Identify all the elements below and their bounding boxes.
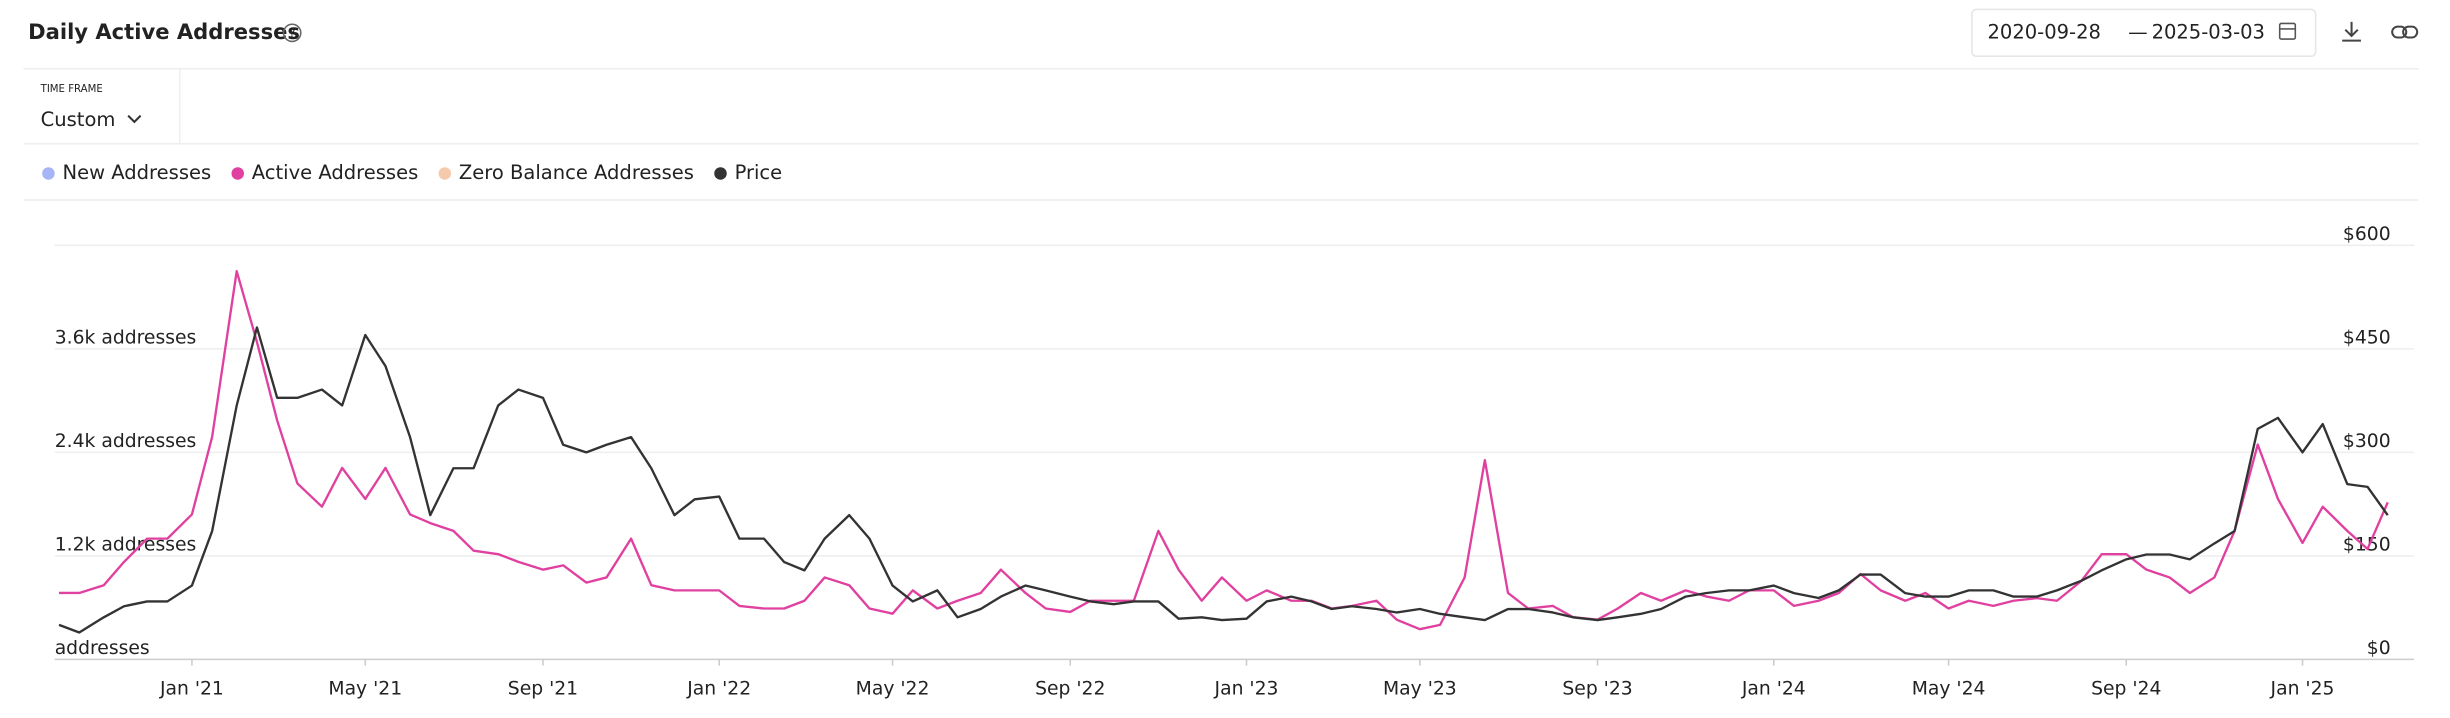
help-icon[interactable]: ? bbox=[282, 23, 302, 43]
x-tick-label: Sep '23 bbox=[1562, 679, 1632, 700]
y2-tick-label: $0 bbox=[2367, 638, 2391, 659]
download-icon[interactable] bbox=[2342, 21, 2361, 42]
series-line bbox=[58, 326, 2389, 634]
y2-tick-label: $150 bbox=[2343, 534, 2391, 555]
x-tick-label: Jan '25 bbox=[2270, 679, 2335, 700]
legend-item[interactable]: New Addresses bbox=[42, 161, 211, 184]
x-tick-label: Jan '22 bbox=[686, 679, 751, 700]
y-tick-label: 2.4k addresses bbox=[55, 431, 197, 452]
date-from: 2020-09-28 bbox=[1988, 20, 2101, 43]
legend-label: Active Addresses bbox=[252, 161, 418, 184]
x-tick-label: May '23 bbox=[1383, 679, 1457, 700]
link-icon[interactable] bbox=[2391, 25, 2419, 39]
legend-swatch bbox=[42, 167, 55, 180]
y2-tick-label: $300 bbox=[2343, 431, 2391, 452]
date-separator: — bbox=[2128, 20, 2148, 43]
chevron[interactable] bbox=[127, 114, 142, 124]
y-tick-label: addresses bbox=[55, 638, 150, 659]
x-tick-label: Jan '23 bbox=[1214, 679, 1279, 700]
legend-label: New Addresses bbox=[63, 161, 212, 184]
x-tick-label: May '24 bbox=[1912, 679, 1986, 700]
timeframe-label: TIME FRAME bbox=[40, 84, 103, 95]
x-tick-label: Sep '24 bbox=[2091, 679, 2161, 700]
x-tick-label: May '22 bbox=[856, 679, 930, 700]
date-range[interactable] bbox=[1971, 8, 2317, 58]
legend-label: Zero Balance Addresses bbox=[459, 161, 694, 184]
legend-swatch bbox=[714, 167, 727, 180]
legend-item[interactable]: Price bbox=[714, 161, 782, 184]
legend: New Addresses Active Addresses Zero Balanc… bbox=[42, 161, 782, 184]
legend-swatch bbox=[231, 167, 244, 180]
legend-item[interactable]: Active Addresses bbox=[231, 161, 418, 184]
chart-title: Daily Active Addresses bbox=[28, 19, 300, 44]
y2-tick-label: $600 bbox=[2343, 224, 2391, 245]
x-tick-label: Jan '21 bbox=[159, 679, 224, 700]
y2-tick-label: $450 bbox=[2343, 327, 2391, 348]
legend-item[interactable]: Zero Balance Addresses bbox=[438, 161, 694, 184]
date-to: 2025-03-03 bbox=[2152, 20, 2265, 43]
y-tick-label: 3.6k addresses bbox=[55, 327, 197, 348]
legend-label: Price bbox=[735, 161, 783, 184]
svg-text:?: ? bbox=[289, 25, 296, 40]
x-tick-label: Sep '22 bbox=[1035, 679, 1105, 700]
series-line bbox=[59, 270, 2389, 631]
calendar-icon[interactable] bbox=[2278, 22, 2297, 40]
x-tick-label: May '21 bbox=[328, 679, 402, 700]
plot: $0 $150 $300 $450 $600 addresses 1.2k addresse… bbox=[54, 224, 2415, 700]
x-tick-label: Sep '21 bbox=[508, 679, 578, 700]
y-tick-label: 1.2k addresses bbox=[55, 534, 197, 555]
legend-swatch bbox=[438, 167, 452, 180]
timeframe-select[interactable]: Custom bbox=[41, 108, 116, 131]
x-tick-label: Jan '24 bbox=[1741, 679, 1806, 700]
